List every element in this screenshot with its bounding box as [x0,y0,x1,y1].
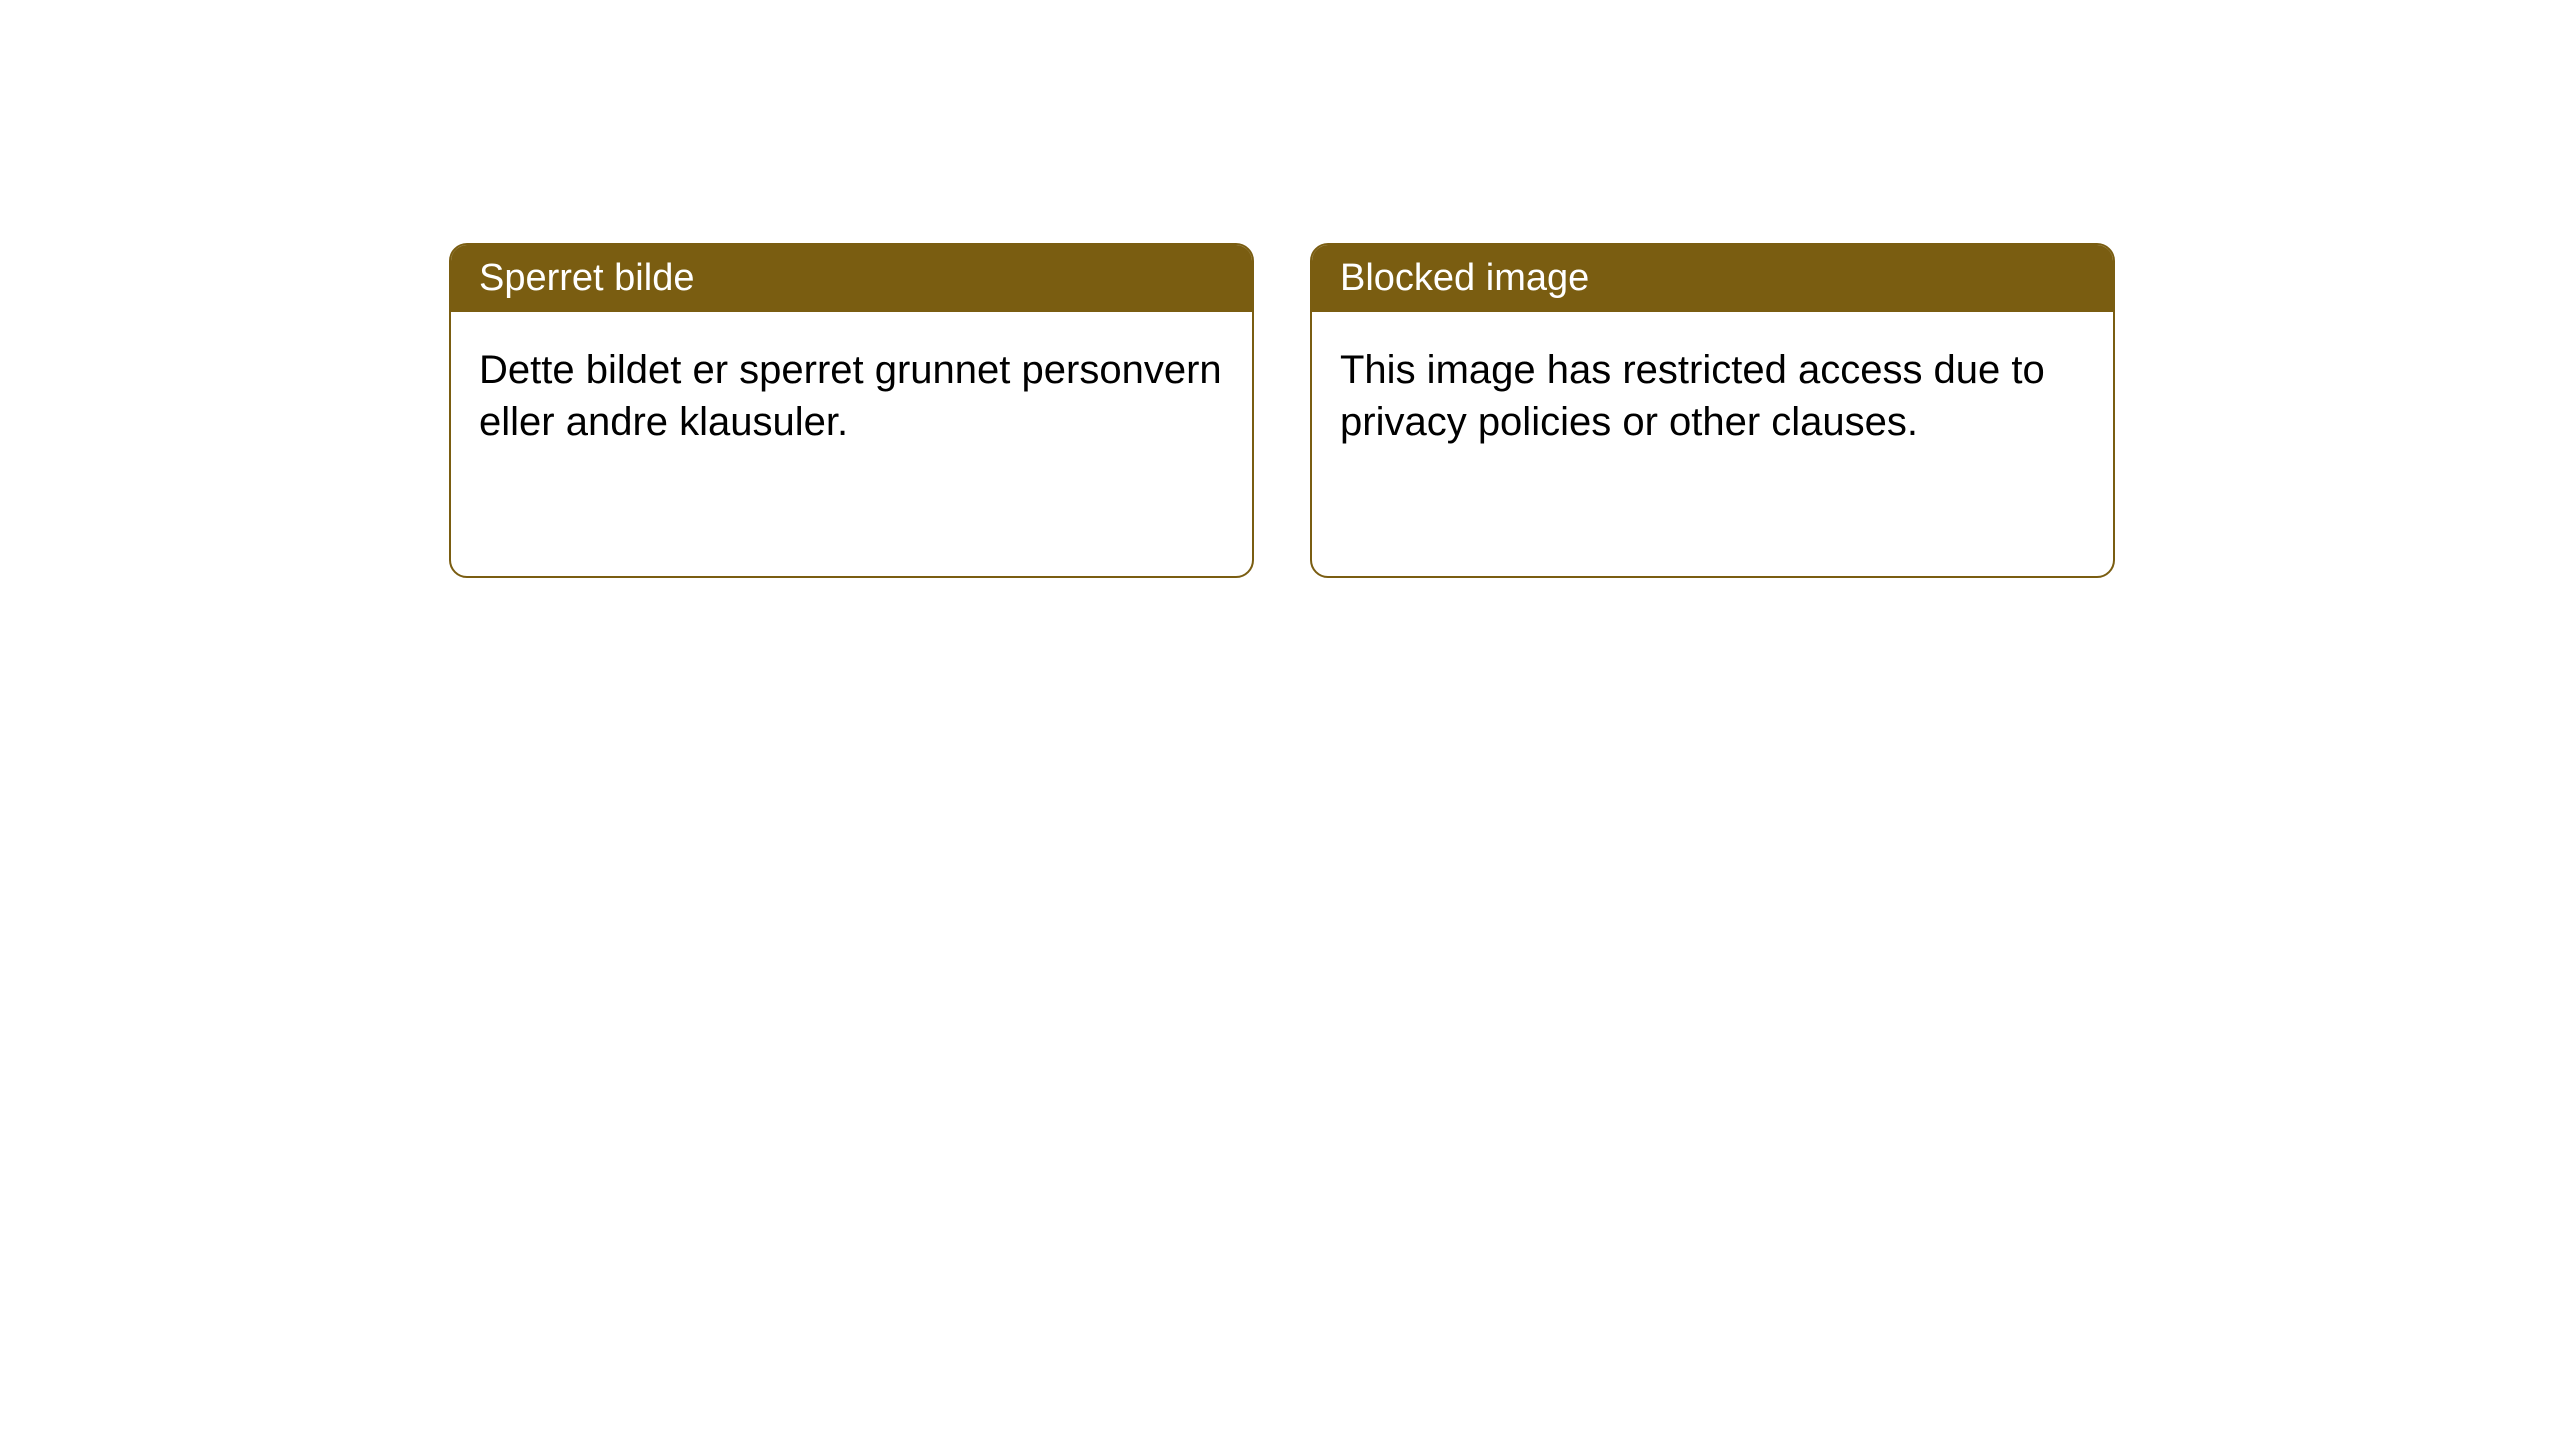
notice-card-english: Blocked image This image has restricted … [1310,243,2115,578]
card-body-text: Dette bildet er sperret grunnet personve… [479,348,1222,444]
card-body: This image has restricted access due to … [1312,312,2113,480]
card-header: Blocked image [1312,245,2113,312]
card-title: Blocked image [1340,257,1589,299]
card-body-text: This image has restricted access due to … [1340,348,2045,444]
notice-card-norwegian: Sperret bilde Dette bildet er sperret gr… [449,243,1254,578]
card-body: Dette bildet er sperret grunnet personve… [451,312,1252,480]
card-title: Sperret bilde [479,257,694,299]
notice-cards-container: Sperret bilde Dette bildet er sperret gr… [0,0,2560,578]
card-header: Sperret bilde [451,245,1252,312]
